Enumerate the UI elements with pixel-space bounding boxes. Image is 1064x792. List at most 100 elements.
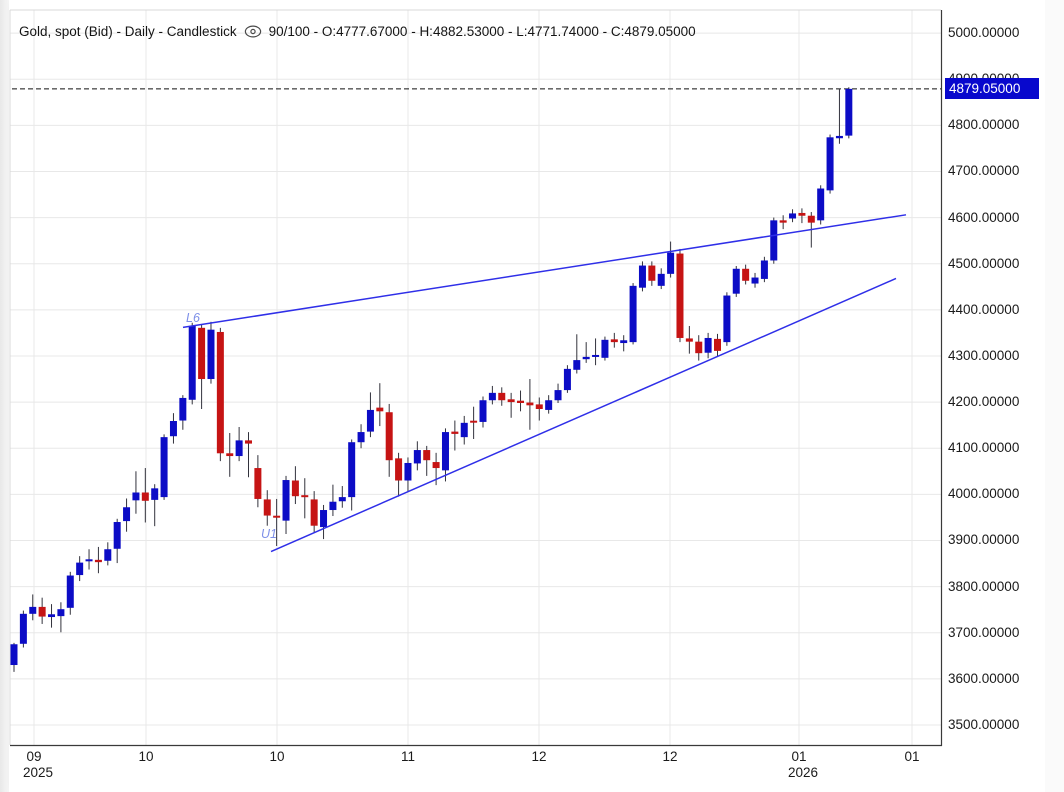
candle-body [169,420,177,437]
candle-body [648,265,656,281]
eye-icon [244,25,262,38]
candle-body [789,213,797,219]
y-axis-label: 4400.00000 [948,301,1020,317]
candle-body [404,462,412,481]
candle-body [104,549,112,561]
candle-body [723,295,731,343]
candle-body [413,450,421,464]
candle-body [198,327,206,380]
candle-body [94,559,102,563]
candle-body [563,368,571,391]
candle-body [57,609,65,617]
candle-body [235,440,243,457]
candle-body [479,400,487,422]
x-axis-label: 01 [904,749,920,764]
candle-body [385,412,393,461]
candle-body [629,285,637,343]
candle-body [732,268,740,294]
y-axis-label: 4100.00000 [948,440,1020,456]
candle-body [760,260,768,279]
chart-title: Gold, spot (Bid) - Daily - Candlestick 9… [19,24,696,39]
x-axis-label: 10 [138,749,154,764]
y-axis-label: 3900.00000 [948,532,1020,548]
candle-body [376,407,384,412]
candle-body [620,340,628,344]
x-axis-label: 11 [400,749,415,764]
candle-body [338,497,346,502]
candle-body [141,492,149,501]
trendline-U1[interactable] [270,277,897,553]
candle-body [507,399,515,403]
current-price-badge: 4879.05000 [945,78,1039,100]
x-axis-label: 10 [269,749,285,764]
candle-body [488,392,496,401]
candle-body [113,522,121,549]
adjacent-panel-strip [1045,0,1064,792]
candle-body [48,614,56,618]
candle-body [498,392,506,401]
candle-body [291,480,299,497]
candle-body [329,501,337,511]
candle-body [826,137,834,191]
candle-body [123,507,131,522]
chart-title-instrument: Gold, spot (Bid) - Daily - Candlestick [19,24,237,39]
candle-body [535,404,543,410]
candle-body [132,492,140,501]
candle-body [610,339,618,343]
candle-body [817,188,825,221]
candle-body [751,277,759,284]
candle-body [254,468,262,499]
candle-body [282,480,290,521]
candle-body [638,265,646,288]
candle-body [460,422,468,438]
candle-body [85,559,93,562]
candle-body [423,450,431,461]
candle-body [263,499,271,516]
x-axis-label: 09 [26,749,42,764]
candle-body [676,253,684,338]
y-axis-label: 4000.00000 [948,486,1020,502]
trendline-label-U1[interactable]: U1 [261,527,277,541]
candle-body [395,458,403,481]
candle-body [451,431,459,434]
y-axis-label: 4700.00000 [948,163,1020,179]
y-axis-label: 4800.00000 [948,117,1020,133]
candle-body [657,273,665,286]
candle-body [76,562,84,576]
candle-body [151,488,159,500]
candle-body [798,212,806,216]
candle-body [545,400,553,410]
candle-body [742,268,750,281]
candle-body [441,432,449,471]
y-axis-label: 5000.00000 [948,25,1020,41]
trendline-L6[interactable] [182,214,907,329]
x-axis-year-label: 2025 [22,765,54,780]
candle-body [245,440,252,444]
candle-body [160,437,168,498]
candle-body [273,515,281,518]
candle-body [704,337,712,353]
candle-body [695,341,703,354]
candle-body [29,606,37,614]
chart-title-ohlc: 90/100 - O:4777.67000 - H:4882.53000 - L… [268,24,696,39]
candle-body [310,499,318,526]
y-axis-label: 4300.00000 [948,347,1020,363]
candle-body [807,215,815,223]
candle-body [216,331,224,454]
candle-body [366,409,374,432]
candle-body [592,354,600,357]
candle-body [432,462,440,469]
candle-body [188,325,196,400]
y-axis-label: 3700.00000 [948,624,1020,640]
trendline-label-L6[interactable]: L6 [186,311,200,325]
candle-body [10,644,18,666]
candle-body [357,432,365,443]
candle-body [66,575,74,608]
candle-body [685,338,693,342]
x-axis-year-label: 2026 [787,765,819,780]
candle-body [207,329,215,380]
